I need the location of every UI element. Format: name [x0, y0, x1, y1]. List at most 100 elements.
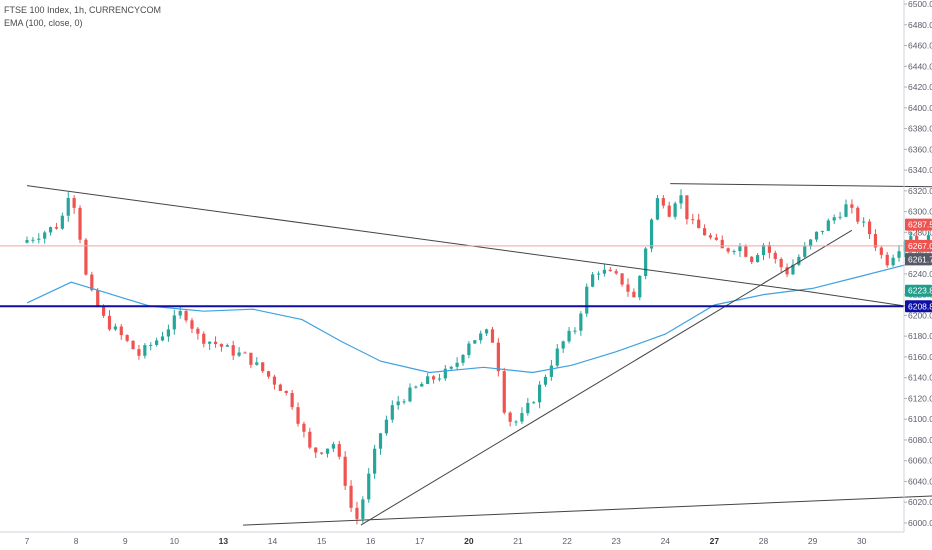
y-tick-label-9: 6320.0: [908, 186, 932, 196]
y-tick-label-5: 6400.0: [908, 103, 932, 113]
candle-body-61: [384, 419, 389, 434]
candle-body-67: [420, 383, 424, 387]
candle-body-145: [879, 247, 883, 255]
candle-body-19: [137, 349, 141, 356]
y-tick-label-23: 6040.0: [908, 476, 932, 486]
candle-body-108: [661, 198, 665, 206]
x-tick-label-13: 24: [661, 536, 671, 546]
candle-body-119: [726, 248, 730, 252]
price-badge-entry: [905, 253, 932, 266]
candle-body-66: [414, 386, 418, 388]
y-tick-label-0: 6500.0: [908, 0, 932, 9]
candle-body-13: [101, 306, 106, 316]
candle-body-90: [555, 348, 559, 366]
candle-body-110: [673, 203, 677, 217]
candle-body-80: [496, 342, 500, 372]
candle-body-41: [266, 371, 271, 377]
x-tick-label-9: 20: [464, 536, 474, 546]
candle-body-93: [573, 330, 577, 332]
candle-body-62: [390, 405, 394, 420]
candle-body-88: [543, 376, 548, 385]
candle-body-40: [261, 362, 265, 372]
candle-body-63: [396, 401, 400, 406]
candle-body-111: [679, 195, 683, 204]
y-tick-label-1: 6480.0: [908, 20, 932, 30]
candle-body-65: [408, 387, 412, 402]
candle-body-38: [249, 352, 253, 365]
candle-body-79: [490, 329, 495, 343]
candle-body-142: [862, 221, 866, 223]
candles: [25, 189, 931, 525]
candle-body-30: [202, 333, 206, 344]
candle-body-8: [72, 198, 76, 208]
candle-body-101: [620, 273, 624, 285]
candle-body-71: [443, 368, 447, 379]
y-tick-label-20: 6100.0: [908, 414, 932, 424]
candle-body-103: [632, 291, 636, 298]
candle-body-54: [343, 456, 347, 486]
price-badge-label-support: 6208.8: [908, 301, 932, 311]
y-tick-label-11: 6280.0: [908, 227, 932, 237]
candle-body-51: [325, 448, 330, 454]
candle-body-9: [78, 207, 82, 240]
chart-symbol-title: FTSE 100 Index, 1h, CURRENCYCOM: [4, 5, 162, 15]
y-tick-label-2: 6460.0: [908, 41, 932, 51]
candle-body-123: [750, 256, 754, 263]
candle-body-52: [331, 444, 335, 449]
price-badge-support: [905, 300, 932, 313]
candle-body-77: [479, 333, 483, 341]
y-tick-label-24: 6020.0: [908, 497, 932, 507]
candle-body-118: [720, 239, 724, 249]
candle-body-89: [549, 365, 553, 377]
x-tick-label-2: 9: [123, 536, 128, 546]
candle-body-17: [125, 335, 129, 341]
candle-body-27: [184, 311, 188, 321]
candle-body-92: [567, 330, 571, 342]
candle-body-43: [278, 384, 282, 391]
candle-body-6: [60, 215, 64, 229]
candle-body-144: [873, 234, 878, 248]
candle-body-12: [96, 290, 100, 307]
candle-body-97: [596, 273, 601, 275]
candle-body-129: [785, 267, 789, 275]
candle-body-107: [655, 198, 660, 220]
candle-body-18: [131, 340, 135, 350]
candle-body-105: [644, 248, 648, 276]
candle-body-25: [172, 315, 176, 330]
candle-body-60: [378, 433, 383, 449]
candle-body-70: [437, 378, 442, 380]
candle-body-49: [314, 447, 318, 453]
candle-body-130: [791, 264, 795, 275]
candle-body-23: [160, 336, 165, 341]
candle-body-133: [809, 239, 813, 247]
candle-body-15: [113, 326, 117, 330]
candle-body-33: [219, 344, 224, 347]
y-tick-label-7: 6360.0: [908, 144, 932, 154]
y-tick-label-17: 6160.0: [908, 352, 932, 362]
candle-body-126: [767, 245, 771, 253]
candle-body-122: [744, 246, 748, 257]
x-tick-label-5: 14: [268, 536, 278, 546]
ema-100-line: [26, 260, 932, 374]
candle-body-64: [402, 401, 406, 403]
candle-body-140: [850, 204, 854, 208]
y-tick-label-10: 6300.0: [908, 207, 932, 217]
candle-body-4: [48, 227, 53, 233]
candle-body-26: [178, 311, 182, 316]
candle-body-135: [820, 230, 825, 232]
candle-body-148: [897, 251, 901, 258]
x-tick-label-8: 17: [415, 536, 425, 546]
candle-body-20: [143, 345, 147, 356]
candle-body-7: [66, 198, 70, 216]
y-tick-label-16: 6180.0: [908, 331, 932, 341]
candle-body-36: [237, 352, 241, 356]
candle-body-117: [714, 237, 718, 240]
candle-body-94: [579, 313, 583, 331]
trendline-0: [26, 185, 808, 293]
price-badge-label-entry: 6261.7: [908, 254, 932, 264]
candle-body-24: [166, 329, 171, 337]
x-tick-label-4: 13: [219, 536, 229, 546]
candle-body-146: [885, 254, 889, 266]
candle-body-48: [308, 431, 312, 448]
